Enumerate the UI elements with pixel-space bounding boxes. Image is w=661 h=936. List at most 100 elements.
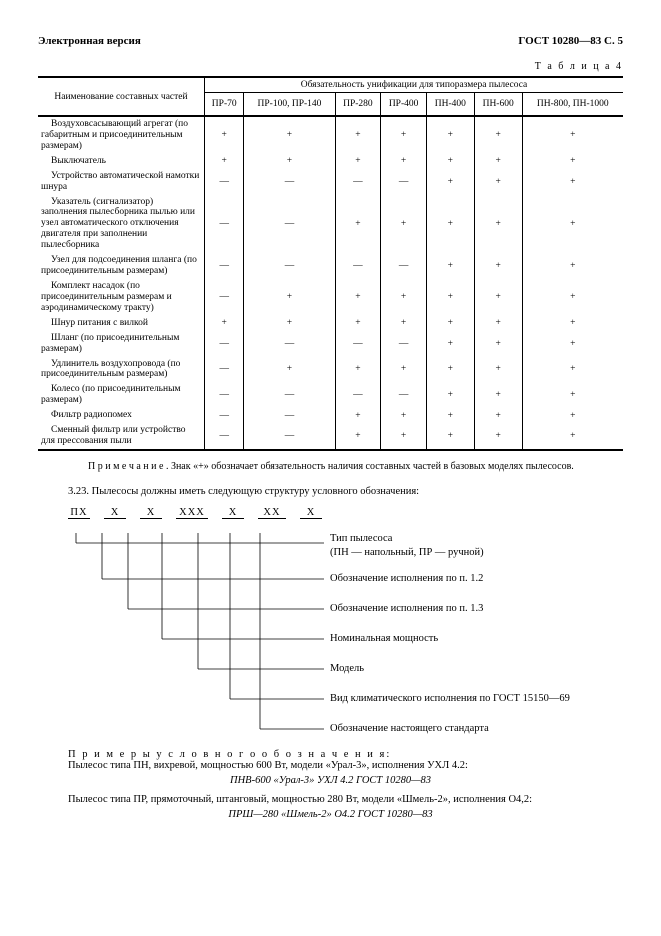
cell-value: — [335, 331, 381, 357]
example-2-code: ПРШ—280 «Шмель-2» О4.2 ГОСТ 10280—83 [38, 809, 623, 820]
cell-value: — [244, 331, 335, 357]
cell-value: + [474, 408, 522, 423]
cell-value: + [205, 116, 244, 154]
cell-value: + [335, 154, 381, 169]
cell-value: + [474, 316, 522, 331]
cell-value: — [205, 195, 244, 254]
cell-value: + [474, 253, 522, 279]
col-header: ПР-400 [381, 93, 427, 117]
row-name: Фильтр радиопомех [38, 408, 205, 423]
cell-value: + [426, 169, 474, 195]
structure-label: Обозначение исполнения по п. 1.3 [330, 603, 483, 614]
cell-value: + [474, 195, 522, 254]
cell-value: — [244, 423, 335, 450]
cell-value: + [381, 408, 427, 423]
section-3-23: 3.23. Пылесосы должны иметь следующую ст… [38, 486, 623, 497]
cell-value: + [381, 195, 427, 254]
header-left: Электронная версия [38, 35, 141, 47]
cell-value: — [205, 357, 244, 383]
cell-value: + [381, 116, 427, 154]
col-header: ПР-100, ПР-140 [244, 93, 335, 117]
example-2-text: Пылесос типа ПР, прямоточный, штанговый,… [38, 794, 623, 805]
col-header: ПР-70 [205, 93, 244, 117]
row-name: Удлинитель воздухопровода (по присоедини… [38, 357, 205, 383]
cell-value: — [244, 195, 335, 254]
cell-value: — [244, 169, 335, 195]
example-1-code: ПНВ-600 «Урал-3» УХЛ 4.2 ГОСТ 10280—83 [38, 775, 623, 786]
cell-value: + [426, 331, 474, 357]
cell-value: + [426, 423, 474, 450]
cell-value: + [381, 154, 427, 169]
table-note: П р и м е ч а н и е . Знак «+» обозначае… [68, 461, 623, 472]
cell-value: + [335, 423, 381, 450]
cell-value: — [205, 423, 244, 450]
cell-value: + [522, 316, 623, 331]
cell-value: + [522, 279, 623, 316]
code-segment: Х [222, 507, 244, 519]
row-name: Указатель (сигнализатор) заполнения пыле… [38, 195, 205, 254]
designation-structure: ПХХХХХХХХХХ Тип пылесоса(ПН — напольный,… [68, 507, 623, 749]
cell-value: + [335, 408, 381, 423]
cell-value: + [335, 357, 381, 383]
col-group-header: Обязательность унификации для типоразмер… [205, 77, 624, 93]
cell-value: + [474, 423, 522, 450]
cell-value: — [381, 331, 427, 357]
cell-value: — [205, 408, 244, 423]
cell-value: + [522, 154, 623, 169]
cell-value: + [244, 316, 335, 331]
page-header: Электронная версия ГОСТ 10280—83 С. 5 [38, 35, 623, 47]
row-name: Шланг (по присоединительным размерам) [38, 331, 205, 357]
table-label: Т а б л и ц а 4 [38, 61, 623, 72]
cell-value: + [522, 423, 623, 450]
col-name-header: Наименование составных частей [38, 77, 205, 116]
cell-value: + [474, 169, 522, 195]
code-segment: Х [140, 507, 162, 519]
cell-value: — [205, 253, 244, 279]
cell-value: + [426, 357, 474, 383]
cell-value: — [381, 169, 427, 195]
cell-value: + [474, 382, 522, 408]
col-header: ПН-400 [426, 93, 474, 117]
cell-value: + [335, 195, 381, 254]
cell-value: + [381, 423, 427, 450]
cell-value: + [474, 357, 522, 383]
cell-value: + [426, 279, 474, 316]
cell-value: — [335, 253, 381, 279]
cell-value: + [335, 316, 381, 331]
code-segment: ХХ [258, 507, 286, 519]
row-name: Устройство автоматической намотки шнура [38, 169, 205, 195]
cell-value: — [381, 382, 427, 408]
cell-value: — [205, 279, 244, 316]
structure-lines [68, 533, 328, 763]
code-segment: Х [104, 507, 126, 519]
cell-value: — [205, 169, 244, 195]
cell-value: + [522, 357, 623, 383]
code-segment: ХХХ [176, 507, 208, 519]
cell-value: + [426, 408, 474, 423]
cell-value: — [244, 253, 335, 279]
cell-value: — [205, 331, 244, 357]
cell-value: — [244, 408, 335, 423]
row-name: Выключатель [38, 154, 205, 169]
cell-value: + [381, 316, 427, 331]
cell-value: + [522, 408, 623, 423]
col-header: ПН-600 [474, 93, 522, 117]
cell-value: + [522, 253, 623, 279]
unification-table: Наименование составных частей Обязательн… [38, 76, 623, 451]
cell-value: + [244, 154, 335, 169]
cell-value: + [426, 116, 474, 154]
row-name: Комплект насадок (по присоединительным р… [38, 279, 205, 316]
cell-value: + [474, 331, 522, 357]
cell-value: + [474, 154, 522, 169]
cell-value: + [335, 279, 381, 316]
structure-label: Номинальная мощность [330, 633, 438, 644]
cell-value: + [381, 279, 427, 316]
structure-label: Обозначение исполнения по п. 1.2 [330, 573, 483, 584]
header-right: ГОСТ 10280—83 С. 5 [518, 35, 623, 47]
cell-value: + [244, 116, 335, 154]
cell-value: — [381, 253, 427, 279]
row-name: Шнур питания с вилкой [38, 316, 205, 331]
cell-value: + [426, 253, 474, 279]
cell-value: + [522, 382, 623, 408]
cell-value: + [205, 154, 244, 169]
